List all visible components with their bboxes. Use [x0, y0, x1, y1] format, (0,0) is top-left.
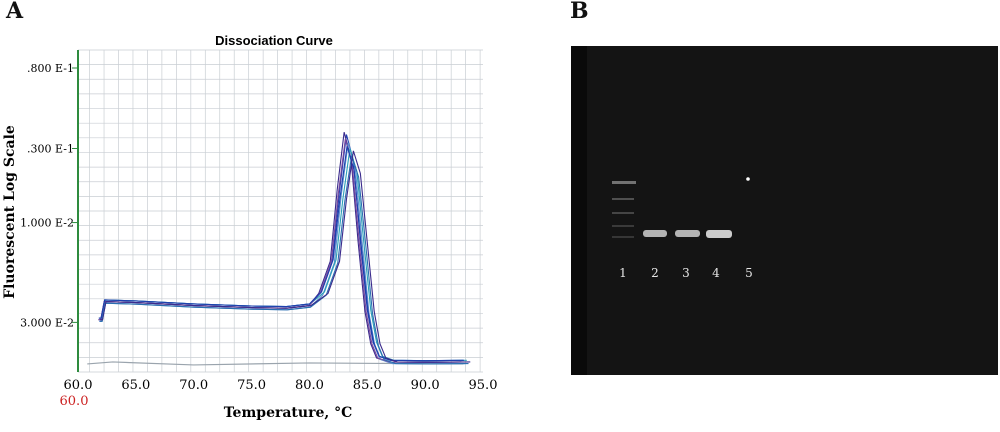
chart-title: Dissociation Curve	[215, 33, 333, 48]
x-tick-label: 70.0	[179, 378, 208, 393]
lane-label-3: 3	[682, 266, 690, 280]
ladder-bands	[612, 181, 636, 238]
lane-label-4: 4	[712, 266, 720, 280]
ladder-band	[612, 225, 634, 227]
dissociation-curve-chart: Dissociation Curve .800 E-1 .300 E-1 1.000…	[2, 33, 498, 421]
x-tick-label: 65.0	[121, 378, 150, 393]
ladder-band	[612, 236, 634, 238]
x-tick-label: 75.0	[237, 378, 266, 393]
x-tick-label: 90.0	[411, 378, 440, 393]
sample-band-lane-4	[706, 230, 732, 238]
x-tick-label: 80.0	[295, 378, 324, 393]
lane-label-5: 5	[745, 266, 753, 280]
gel-artifact-dot	[746, 177, 750, 181]
melt-curve-series	[99, 142, 466, 365]
lane-label-2: 2	[651, 266, 659, 280]
y-tick-label: .300 E-1	[27, 143, 74, 156]
x-start-marker: 60.0	[60, 394, 89, 409]
panel-a-label: A	[6, 0, 24, 24]
melt-curve-series	[100, 150, 471, 363]
x-tick-label: 85.0	[353, 378, 382, 393]
gel-background	[571, 46, 998, 375]
ladder-band	[612, 198, 634, 200]
gel-image: 1 2 3 4 5	[571, 46, 998, 375]
panel-b-label: B	[570, 0, 589, 24]
x-tick-labels: 60.0 65.0 70.0 75.0 80.0 85.0 90.0 95.0	[64, 378, 498, 393]
baseline-series	[87, 361, 464, 366]
y-tick-label: 3.000 E-2	[20, 316, 74, 329]
x-tick-label: 95.0	[469, 378, 498, 393]
chart-grid	[78, 49, 483, 373]
sample-band-lane-3	[675, 230, 700, 237]
y-tick-labels: .800 E-1 .300 E-1 1.000 E-2 3.000 E-2	[20, 62, 78, 329]
melt-curve-series	[98, 134, 464, 362]
melt-curve-series	[98, 146, 464, 362]
gel-left-edge	[571, 46, 587, 375]
sample-band-lane-2	[643, 230, 667, 237]
x-axis-title: Temperature, °C	[224, 405, 353, 421]
x-tick-label: 60.0	[64, 378, 93, 393]
lane-label-1: 1	[619, 266, 627, 280]
y-tick-label: .800 E-1	[27, 62, 74, 75]
melt-curve-series	[99, 155, 469, 365]
ladder-band	[612, 212, 634, 214]
sample-bands	[643, 230, 732, 238]
ladder-band	[612, 181, 636, 184]
y-axis-title: Fluorescent Log Scale	[2, 125, 18, 299]
y-tick-label: 1.000 E-2	[20, 217, 74, 230]
chart-series	[87, 132, 471, 366]
